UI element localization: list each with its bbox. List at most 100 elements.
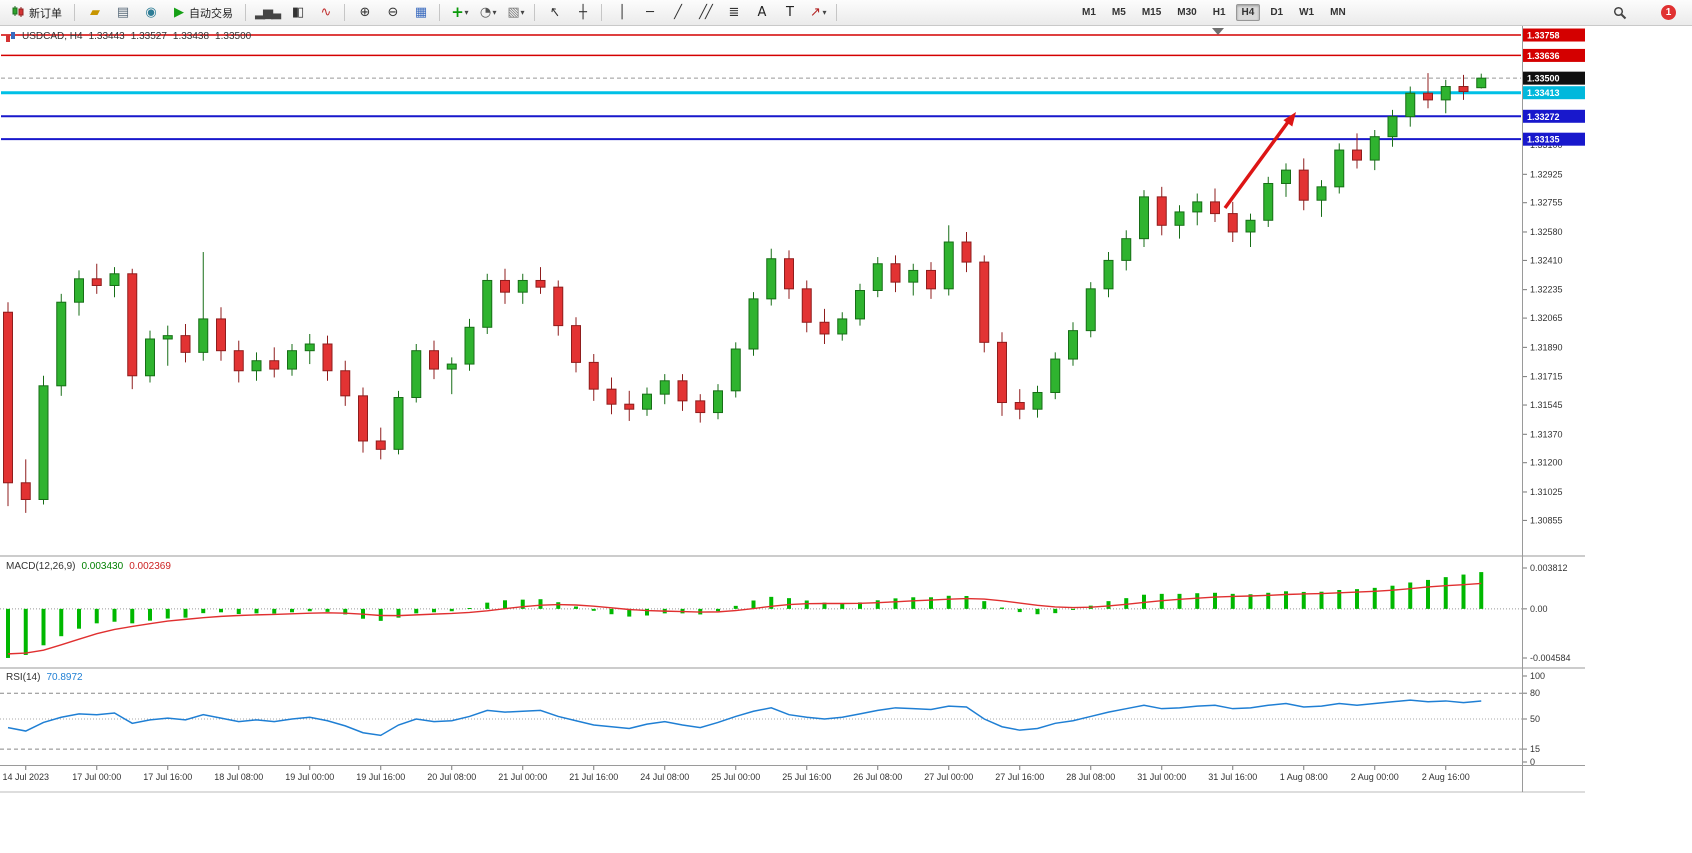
macd-histogram-bar <box>1195 593 1200 609</box>
bar-chart-icon[interactable]: ▂▅▃ <box>252 2 282 24</box>
macd-histogram-bar <box>1106 601 1111 609</box>
search-button[interactable] <box>1607 2 1633 24</box>
candle <box>997 341 1007 404</box>
candle <box>198 318 209 353</box>
macd-histogram-bar <box>396 608 401 618</box>
text-icon[interactable]: A <box>748 2 774 24</box>
icon-bar-blue <box>11 31 15 39</box>
candle <box>571 325 581 363</box>
ohlc-open: 1.33443 <box>88 31 125 42</box>
price-tag <box>1523 132 1585 146</box>
cursor-icon[interactable]: ↖ <box>541 2 567 24</box>
templates-icon[interactable]: ▧ ▾ <box>502 2 528 24</box>
candle <box>748 298 759 350</box>
macd-histogram-bar <box>751 600 756 609</box>
timeframe-button-m1[interactable]: M1 <box>1082 7 1096 18</box>
rsi-value: 70.8972 <box>46 672 83 683</box>
candle <box>482 279 493 328</box>
arrows-icon[interactable]: ↗ ▾ <box>804 2 830 24</box>
macd-histogram-bar <box>1035 608 1040 615</box>
notification-badge[interactable]: 1 <box>1661 5 1676 20</box>
horizontal-line-icon: ─ <box>646 5 654 20</box>
crosshair-icon[interactable]: ┼ <box>569 2 595 24</box>
timeframe-button-m5[interactable]: M5 <box>1111 7 1126 18</box>
candle <box>677 380 688 402</box>
text-label-icon[interactable]: T <box>776 2 802 24</box>
time-axis-label: 31 Jul 16:00 <box>1208 772 1257 782</box>
search-icon[interactable] <box>1613 6 1627 20</box>
print-icon[interactable]: ▤ <box>109 2 135 24</box>
macd-histogram-bar <box>59 608 64 637</box>
candlestick-chart-icon[interactable]: ▮▯ <box>284 2 310 24</box>
trendline-icon[interactable]: ╱ <box>664 2 690 24</box>
new-order-button-label: 新订单 <box>29 7 62 20</box>
equidistant-channel-icon[interactable]: ╱╱ <box>692 2 718 24</box>
candle <box>855 290 865 320</box>
horizontal-line-icon[interactable]: ─ <box>636 2 662 24</box>
timeframe-button-mn[interactable]: MN <box>1330 7 1346 18</box>
macd-histogram-bar <box>911 597 916 609</box>
price-tag <box>1523 109 1585 123</box>
candle <box>1014 402 1025 410</box>
candle <box>340 370 351 397</box>
price-axis-label: 1.32580 <box>1530 227 1563 237</box>
candle <box>233 350 244 372</box>
preview-icon[interactable]: ◉ <box>137 2 163 24</box>
new-order-button[interactable]: 新订单 <box>6 2 68 24</box>
price-tag-label: 1.33413 <box>1527 88 1560 98</box>
line-chart-icon[interactable]: ∿ <box>312 2 338 24</box>
candle <box>1192 201 1203 213</box>
toolbar-separator <box>74 4 75 21</box>
macd-axis-label: 0.003812 <box>1530 563 1568 573</box>
toolbar-separator <box>439 4 440 21</box>
candle <box>730 348 741 392</box>
rsi-line <box>7 699 1482 737</box>
macd-histogram-bar <box>645 608 649 616</box>
timeframe-button-m15[interactable]: M15 <box>1141 7 1162 18</box>
arrows-icon: ↗ <box>810 5 821 20</box>
candle <box>588 361 599 390</box>
macd-histogram-bar <box>219 608 223 613</box>
macd-histogram-bar <box>23 608 28 655</box>
price-axis-label: 1.32065 <box>1530 313 1563 323</box>
timeframe-button-h4[interactable]: H4 <box>1235 4 1261 21</box>
rsi-axis-label: 15 <box>1530 744 1540 754</box>
macd-histogram-bar <box>1372 587 1377 609</box>
indicators-icon[interactable]: + ▾ <box>446 2 472 24</box>
candle <box>1387 116 1398 138</box>
price-axis-label: 1.31890 <box>1530 342 1563 352</box>
fibonacci-icon[interactable]: ≣ <box>720 2 746 24</box>
timeframe-button-d1[interactable]: D1 <box>1270 7 1284 18</box>
vertical-line-icon[interactable]: │ <box>608 2 634 24</box>
time-axis-label: 26 Jul 08:00 <box>853 772 902 782</box>
trendline-icon: ╱ <box>674 5 682 20</box>
quotes-icon[interactable]: ▰ <box>81 2 107 24</box>
macd-histogram-bar <box>520 599 525 609</box>
arrow-annotation-shaft[interactable] <box>1223 120 1290 210</box>
timeframe-button-w1[interactable]: W1 <box>1299 7 1315 18</box>
candle <box>446 363 457 370</box>
zoom-in-icon[interactable]: ⊕ <box>351 2 377 24</box>
macd-histogram-bar <box>165 608 170 619</box>
zoom-out-icon[interactable]: ⊖ <box>379 2 405 24</box>
candle <box>695 400 706 414</box>
candle <box>926 269 936 290</box>
chevron-down-icon: ▾ <box>822 8 827 17</box>
chart-shift-marker[interactable] <box>1212 28 1224 35</box>
candle <box>819 321 830 335</box>
candle <box>943 241 954 290</box>
tile-windows-icon[interactable]: ▦ <box>407 2 433 24</box>
auto-trading-button[interactable]: ▶ 自动交易 <box>165 2 239 24</box>
symbol-header: USDCAD, H4 1.33443 1.33527 1.33438 1.335… <box>6 31 251 42</box>
macd-label: MACD(12,26,9) <box>6 561 76 572</box>
arrow-annotation-head[interactable] <box>1283 112 1296 127</box>
periods-icon[interactable]: ◔ ▾ <box>474 2 500 24</box>
candle <box>1139 196 1149 240</box>
templates-icon: ▧ <box>507 5 519 20</box>
macd-header: MACD(12,26,9) 0.003430 0.002369 <box>6 561 171 572</box>
timeframe-button-m30[interactable]: M30 <box>1177 7 1197 18</box>
candle <box>642 393 652 410</box>
chart-area[interactable]: 1.331001.329251.327551.325801.324101.322… <box>0 26 1692 853</box>
time-axis-label: 25 Jul 16:00 <box>782 772 831 782</box>
timeframe-button-h1[interactable]: H1 <box>1212 7 1226 18</box>
